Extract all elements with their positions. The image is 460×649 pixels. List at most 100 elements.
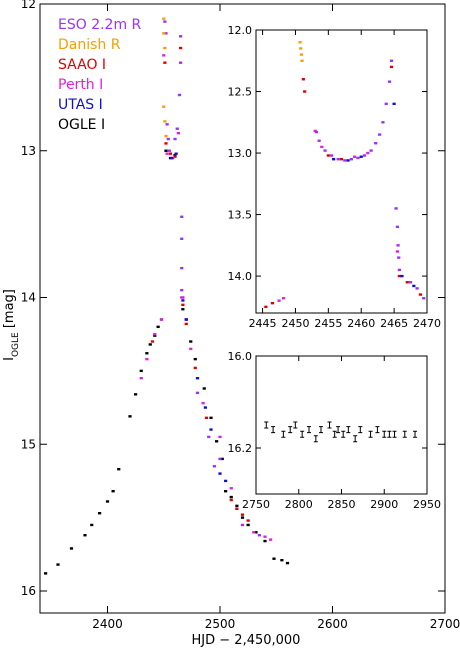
data-point [317, 139, 321, 142]
y-tick-label: 12.0 [228, 24, 253, 37]
data-point [220, 457, 224, 461]
data-point [56, 563, 60, 566]
data-point [369, 149, 373, 152]
data-point [263, 539, 267, 543]
data-point [288, 426, 293, 434]
data-point [396, 244, 400, 247]
data-point [314, 130, 319, 134]
x-tick-label: 2400 [92, 617, 123, 631]
data-point [235, 504, 239, 508]
data-point [246, 519, 250, 522]
data-point [375, 426, 380, 434]
data-point [387, 430, 392, 438]
data-point [83, 534, 87, 537]
x-tick-label: 2600 [317, 617, 348, 631]
data-point [394, 207, 398, 210]
data-point [313, 435, 318, 443]
data-point [218, 472, 222, 475]
data-point [382, 430, 387, 438]
data-point [145, 357, 149, 361]
data-point [415, 287, 419, 290]
y-tick-label: 12.5 [228, 85, 253, 98]
legend-entry: SAAO I [58, 57, 106, 73]
data-point [165, 152, 169, 155]
data-point [229, 487, 233, 490]
data-point [356, 156, 360, 160]
data-point [280, 558, 284, 562]
data-point [164, 149, 168, 152]
data-point [264, 421, 269, 429]
data-point [366, 151, 370, 155]
x-tick-label: 2450 [281, 317, 309, 330]
legend-entry: ESO 2.2m R [58, 17, 142, 33]
x-tick-label: 2700 [430, 617, 460, 631]
data-point [164, 142, 168, 145]
data-point [168, 152, 173, 155]
data-point [139, 377, 143, 380]
data-point [412, 284, 416, 288]
y-axis-label-main: I [2, 357, 17, 361]
data-point [400, 274, 404, 278]
x-tick-label: 2800 [285, 498, 313, 511]
data-point [246, 523, 250, 527]
y-tick-label: 16.2 [228, 442, 253, 455]
axis-labels: HJD − 2,450,000 IOGLE [mag] [2, 289, 300, 648]
data-point [189, 340, 193, 343]
data-point [180, 266, 184, 270]
data-point [272, 557, 276, 560]
data-point [330, 154, 334, 157]
data-point [326, 154, 330, 157]
data-point [163, 61, 167, 64]
data-point [209, 428, 213, 431]
data-point [327, 421, 332, 429]
data-point [134, 393, 138, 396]
y-axis-label-sub: OGLE [11, 332, 21, 357]
data-point [170, 156, 174, 160]
data-point [218, 457, 222, 461]
data-point [176, 131, 180, 135]
data-point [332, 157, 336, 161]
data-point [346, 426, 351, 434]
data-point [90, 523, 94, 527]
data-point [202, 387, 206, 390]
data-point [163, 20, 167, 23]
data-point [271, 426, 276, 434]
data-point [173, 155, 177, 158]
data-point [175, 127, 179, 130]
data-point [128, 415, 132, 418]
data-point [299, 47, 303, 50]
data-point [153, 332, 157, 336]
data-point [184, 318, 188, 321]
data-point [381, 121, 385, 124]
data-point [180, 215, 184, 218]
data-point [346, 159, 350, 162]
data-point [180, 288, 184, 292]
data-point [181, 303, 185, 307]
data-point [387, 80, 392, 83]
data-point [179, 46, 183, 50]
data-point [392, 430, 397, 438]
data-point [405, 281, 409, 284]
x-tick-label: 2455 [314, 317, 342, 330]
data-point [374, 142, 378, 145]
data-point [349, 157, 353, 161]
inset-top-frame [255, 29, 428, 314]
data-point [44, 572, 48, 575]
data-point [150, 340, 155, 343]
x-tick-label: 2445 [249, 317, 277, 330]
data-point [300, 430, 305, 438]
data-point [193, 357, 197, 361]
data-point [162, 32, 166, 35]
data-point [303, 90, 307, 93]
data-point [184, 322, 188, 326]
data-point [229, 498, 233, 502]
y-axis-label: IOGLE [mag] [2, 289, 21, 361]
data-point [195, 391, 200, 395]
data-point [209, 416, 213, 420]
data-point [362, 154, 367, 157]
data-point [179, 61, 183, 64]
y-tick-label: 12 [21, 0, 36, 11]
data-point [353, 155, 357, 158]
data-point [397, 268, 401, 272]
